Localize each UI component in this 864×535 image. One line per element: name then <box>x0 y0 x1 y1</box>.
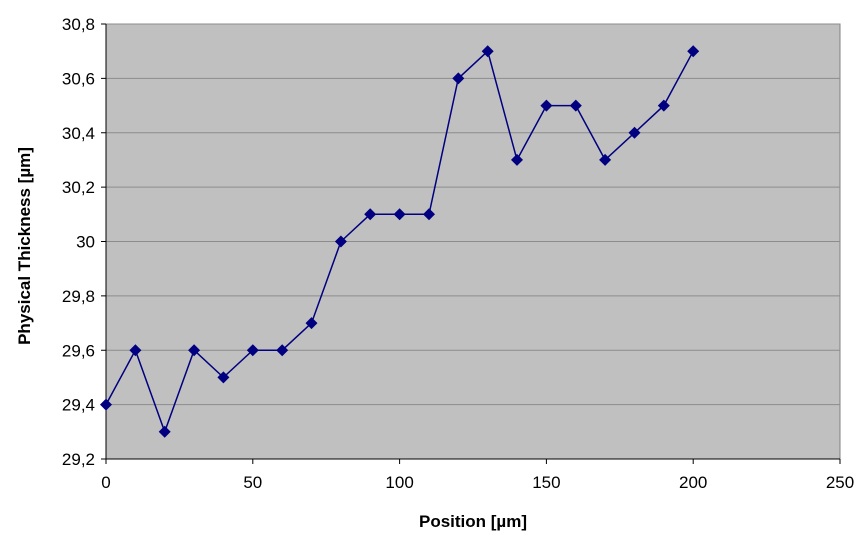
gridlines <box>106 23 840 406</box>
data-point <box>246 344 259 357</box>
y-tick-label: 30,6 <box>62 69 95 88</box>
x-tick-label: 50 <box>243 473 262 492</box>
y-tick-label: 29,6 <box>62 341 95 360</box>
x-tick-label: 0 <box>101 473 110 492</box>
data-point <box>628 126 641 139</box>
data-point <box>481 45 494 58</box>
data-point <box>334 235 347 248</box>
x-axis-title: Position [µm] <box>419 512 527 531</box>
data-point <box>129 344 142 357</box>
x-tick-label: 100 <box>385 473 413 492</box>
data-point <box>364 208 377 221</box>
y-tick-label: 30,8 <box>62 15 95 34</box>
data-point <box>100 398 112 411</box>
series-markers <box>100 45 700 438</box>
y-tick-label: 29,2 <box>62 450 95 469</box>
data-point <box>511 153 523 166</box>
data-point <box>305 317 318 330</box>
x-tick-label: 150 <box>532 473 560 492</box>
data-point <box>423 208 435 221</box>
y-tick-label: 29,8 <box>62 287 95 306</box>
data-point <box>158 425 171 438</box>
y-tick-label: 30 <box>76 233 95 252</box>
data-point <box>217 371 230 384</box>
data-point <box>276 344 289 357</box>
data-point <box>540 99 553 112</box>
y-tick-label: 29,4 <box>62 396 95 415</box>
data-point <box>687 45 700 58</box>
y-axis-ticks: 29,2 29,4 29,6 29,8 30 30,2 30,4 30,6 30,8 <box>62 15 106 469</box>
data-point <box>188 344 201 357</box>
x-tick-label: 200 <box>679 473 707 492</box>
data-point <box>452 72 465 85</box>
y-axis-title: Physical Thickness [µm] <box>15 147 34 345</box>
data-point <box>657 99 670 112</box>
data-point <box>599 153 612 166</box>
x-tick-label: 250 <box>826 473 854 492</box>
data-point <box>569 99 582 112</box>
y-tick-label: 30,2 <box>62 178 95 197</box>
data-point <box>393 208 406 221</box>
x-axis-ticks: 0 50 100 150 200 250 <box>101 459 854 492</box>
y-tick-label: 30,4 <box>62 124 95 143</box>
